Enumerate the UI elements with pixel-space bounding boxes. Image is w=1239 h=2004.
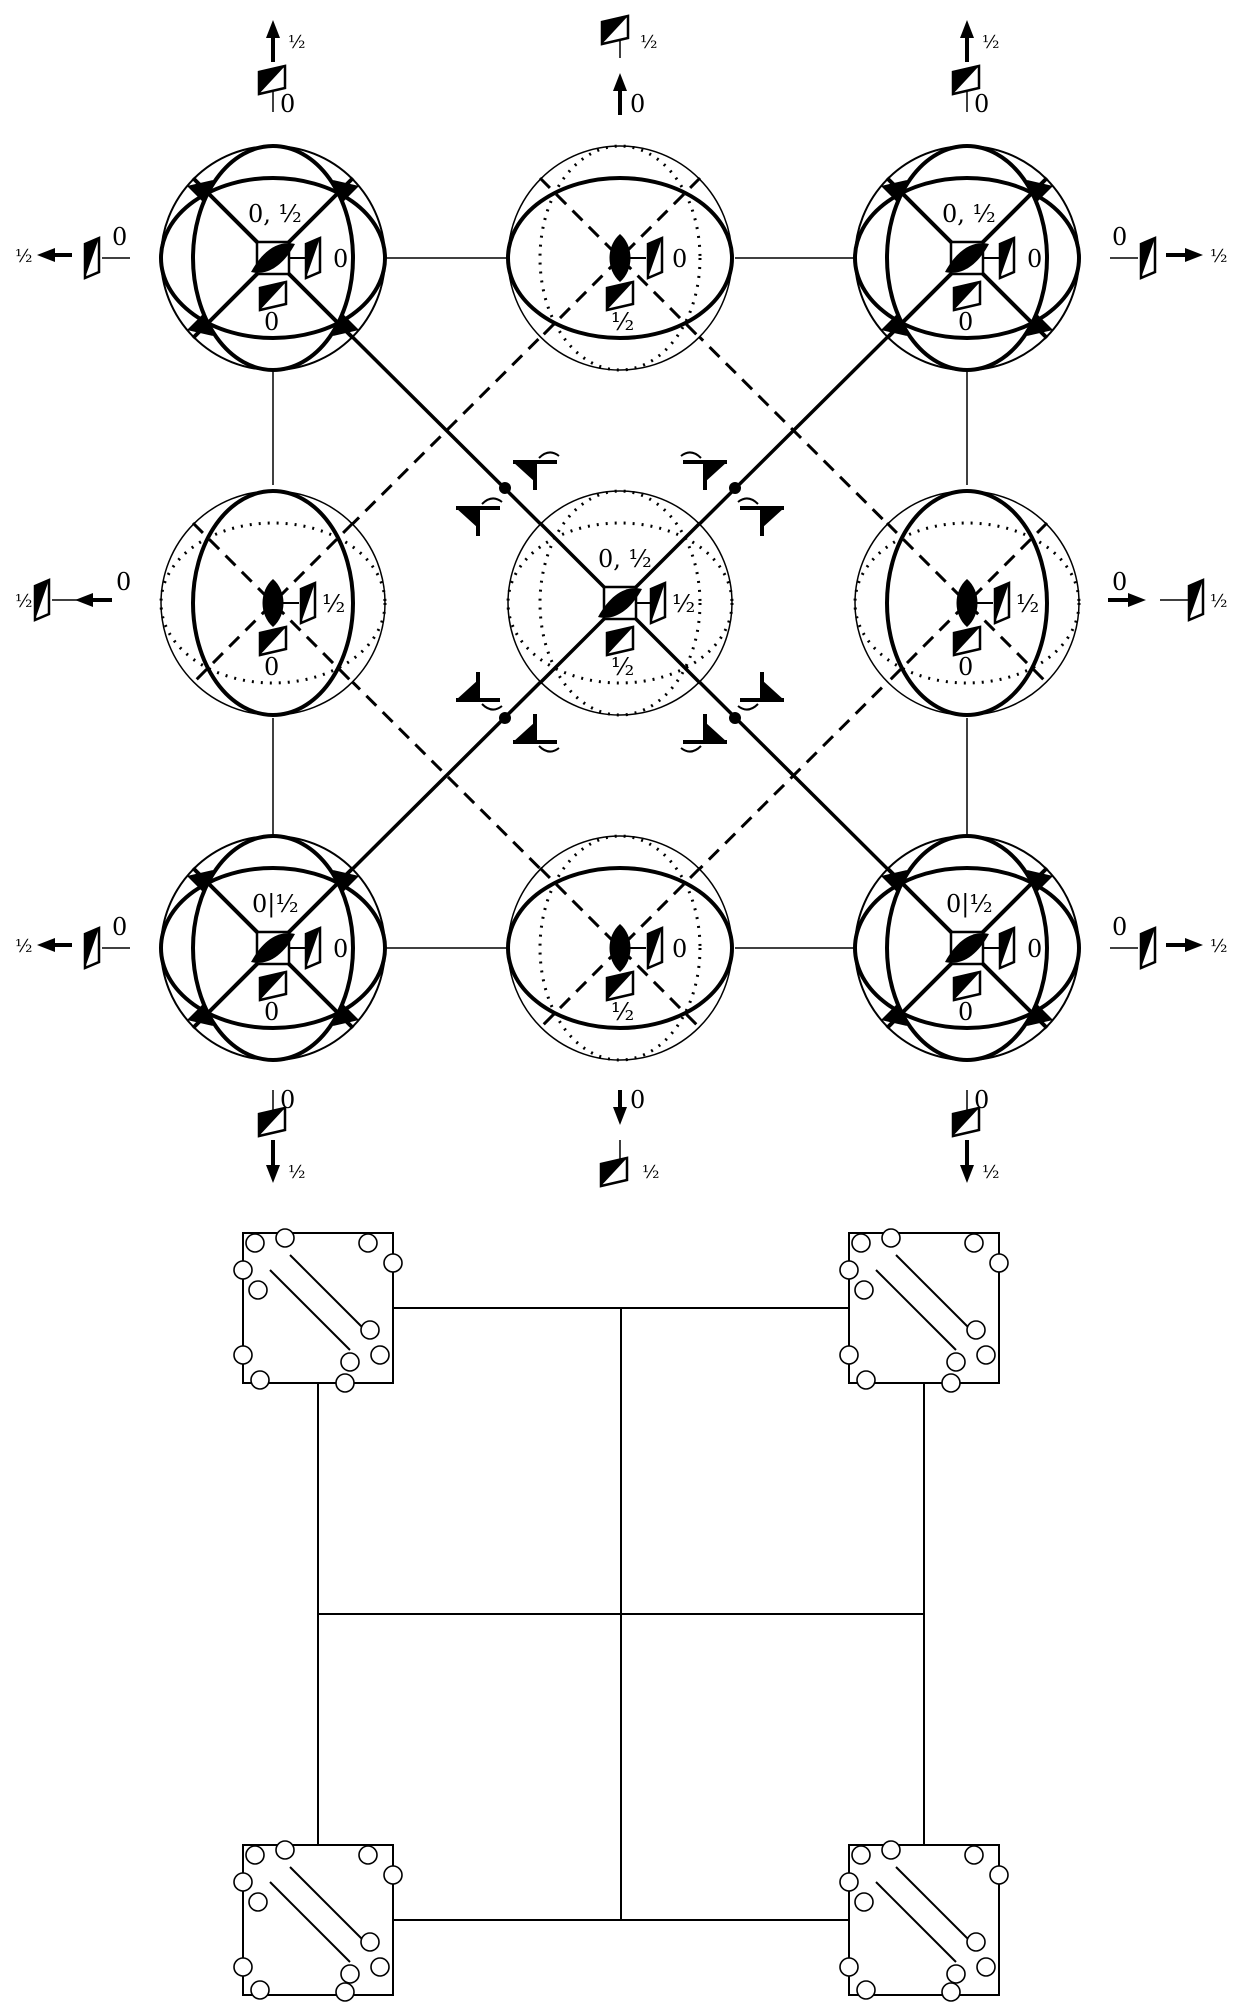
label-zero: 0 xyxy=(1027,935,1042,963)
label-zero: 0 xyxy=(333,935,348,963)
label-zero-bar-half: 0|½ xyxy=(252,890,299,919)
label-half: ½ xyxy=(982,32,999,53)
circle-bottom-middle: 0 ½ xyxy=(506,834,734,1062)
label-zero: 0 xyxy=(958,998,973,1026)
label-zero: 0 xyxy=(264,998,279,1026)
motif-bottom-right xyxy=(839,1840,1009,2002)
label-zero: 0 xyxy=(672,245,687,273)
label-zero: 0 xyxy=(1112,913,1127,941)
arrows-bottom: 0 ½ 0 ½ 0 ½ xyxy=(257,1086,999,1188)
label-half: ½ xyxy=(611,998,634,1026)
arrows-left: ½ 0 ½ 0 ½ 0 xyxy=(15,223,131,970)
label-half: ½ xyxy=(15,591,32,612)
lower-diagram xyxy=(233,1228,1009,2002)
label-half: ½ xyxy=(15,936,32,957)
label-zero: 0 xyxy=(264,308,279,336)
label-half: ½ xyxy=(982,1162,999,1183)
label-zero: 0 xyxy=(672,935,687,963)
motif-top-left xyxy=(233,1228,403,1393)
label-zero: 0 xyxy=(264,653,279,681)
label-zero: 0 xyxy=(112,913,127,941)
lower-grid xyxy=(317,1307,925,1921)
label-half: ½ xyxy=(672,590,695,618)
label-half: ½ xyxy=(1016,590,1039,618)
label-zero-half: 0, ½ xyxy=(248,200,302,228)
label-half: ½ xyxy=(1210,936,1227,957)
circle-bottom-left: 0|½ 0 0 xyxy=(159,834,387,1062)
center-ring-symbols xyxy=(454,450,786,754)
label-half: ½ xyxy=(640,32,657,53)
label-half: ½ xyxy=(288,32,305,53)
circle-top-right: 0, ½ 0 0 xyxy=(853,144,1081,372)
label-zero: 0 xyxy=(1112,223,1127,251)
label-half: ½ xyxy=(1210,246,1227,267)
arrows-right: 0 ½ 0 ½ 0 ½ xyxy=(1108,223,1227,970)
label-zero: 0 xyxy=(1027,245,1042,273)
circle-top-middle: 0 ½ xyxy=(506,144,734,372)
label-zero: 0 xyxy=(630,1086,645,1114)
label-half: ½ xyxy=(288,1162,305,1183)
label-zero: 0 xyxy=(116,568,131,596)
label-zero-half: 0, ½ xyxy=(598,545,652,573)
circle-bottom-right: 0|½ 0 0 xyxy=(853,834,1081,1062)
arrows-top: ½ 0 ½ 0 ½ 0 xyxy=(257,14,999,118)
label-half: ½ xyxy=(15,246,32,267)
motif-top-right xyxy=(839,1228,1009,1393)
label-zero-half: 0, ½ xyxy=(942,200,996,228)
label-zero: 0 xyxy=(630,90,645,118)
label-half: ½ xyxy=(1210,591,1227,612)
label-half: ½ xyxy=(611,308,634,336)
circle-middle-right: ½ 0 xyxy=(853,489,1081,717)
circle-middle-left: ½ 0 xyxy=(159,489,387,717)
motif-bottom-left xyxy=(233,1840,403,2002)
label-zero: 0 xyxy=(958,308,973,336)
label-zero-bar-half: 0|½ xyxy=(946,890,993,919)
circle-top-left: 0, ½ 0 0 xyxy=(159,144,387,372)
label-zero: 0 xyxy=(1112,568,1127,596)
label-zero: 0 xyxy=(333,245,348,273)
grid-lines xyxy=(272,257,968,949)
label-zero: 0 xyxy=(112,223,127,251)
upper-diagram: 0, ½ 0 0 0, ½ 0 0 xyxy=(15,14,1227,1188)
label-zero: 0 xyxy=(280,90,295,118)
label-zero: 0 xyxy=(974,90,989,118)
circle-center: 0, ½ ½ ½ xyxy=(506,489,734,717)
label-half: ½ xyxy=(611,653,634,681)
label-zero: 0 xyxy=(958,653,973,681)
label-half: ½ xyxy=(322,590,345,618)
label-half: ½ xyxy=(642,1162,659,1183)
